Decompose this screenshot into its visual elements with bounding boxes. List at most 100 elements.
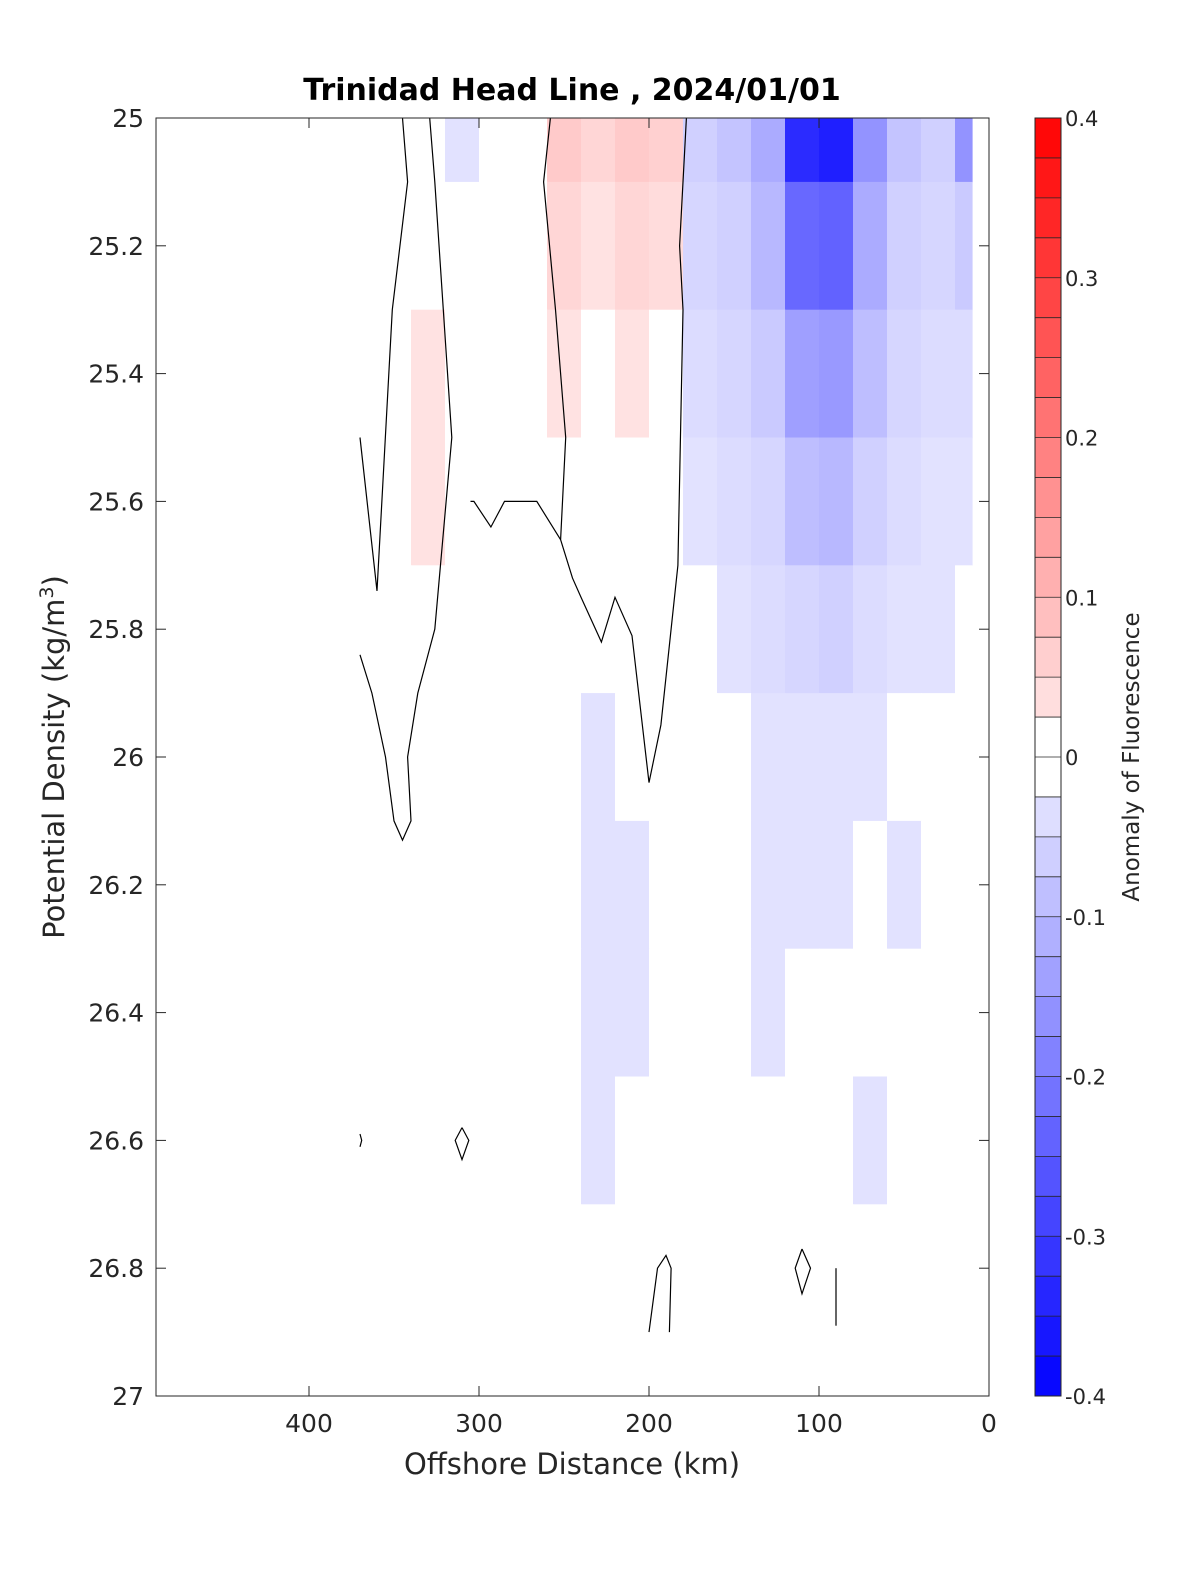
- heatmap-cell: [411, 309, 446, 439]
- heatmap-cell: [955, 309, 973, 439]
- heatmap-cell: [445, 820, 480, 950]
- heatmap-cell: [445, 948, 480, 1078]
- heatmap-cell: [717, 1300, 752, 1365]
- heatmap-cell: [683, 948, 718, 1078]
- heatmap-cell: [717, 565, 752, 694]
- heatmap-cell: [683, 309, 718, 439]
- heatmap-cell: [887, 948, 922, 1078]
- colorbar-swatch: [1035, 197, 1061, 239]
- heatmap-cell: [785, 565, 820, 694]
- colorbar-swatch: [1035, 397, 1061, 438]
- colorbar-swatch: [1035, 517, 1061, 558]
- heatmap-cell: [853, 948, 888, 1078]
- heatmap-cell: [853, 1300, 888, 1365]
- zero-contour-line: [794, 1248, 812, 1296]
- heatmap-cell: [819, 693, 854, 822]
- heatmap-cell: [615, 181, 650, 311]
- colorbar-swatch: [1035, 118, 1061, 159]
- heatmap-cell: [513, 118, 548, 183]
- heatmap-cell: [785, 1076, 820, 1205]
- heatmap-cell: [411, 118, 446, 183]
- heatmap-cell: [581, 1300, 616, 1365]
- heatmap-cell: [819, 1076, 854, 1205]
- x-tick-label: 100: [795, 1409, 843, 1438]
- heatmap-cell: [360, 1204, 378, 1301]
- heatmap-cell: [819, 309, 854, 439]
- heatmap-cell: [887, 565, 922, 694]
- heatmap-cell: [649, 948, 684, 1078]
- colorbar-swatch: [1035, 677, 1061, 718]
- heatmap-cell: [683, 820, 718, 950]
- heatmap-cell: [377, 309, 412, 439]
- zero-contour-line: [648, 1254, 672, 1333]
- heatmap-layer: [360, 118, 973, 1365]
- heatmap-cell: [785, 118, 820, 183]
- heatmap-cell: [360, 181, 378, 311]
- x-axis-ticks: 400 300 200 100 0: [285, 118, 997, 1438]
- colorbar-swatch: [1035, 1196, 1061, 1237]
- heatmap-cell: [513, 1076, 548, 1205]
- heatmap-cell: [853, 309, 888, 439]
- heatmap-cell: [377, 820, 412, 950]
- heatmap-cell: [683, 1300, 718, 1365]
- heatmap-cell: [955, 1076, 973, 1205]
- heatmap-cell: [513, 181, 548, 311]
- heatmap-cell: [615, 437, 650, 566]
- heatmap-cell: [411, 437, 446, 566]
- colorbar-swatch: [1035, 956, 1061, 998]
- heatmap-cell: [445, 693, 480, 822]
- heatmap-cell: [955, 181, 973, 311]
- y-tick-label: 25.6: [88, 487, 144, 516]
- heatmap-cell: [751, 437, 786, 566]
- heatmap-cell: [921, 948, 956, 1078]
- heatmap-cell: [411, 1204, 446, 1301]
- colorbar-swatch: [1035, 557, 1061, 598]
- heatmap-cell: [547, 1076, 582, 1205]
- heatmap-cell: [751, 1076, 786, 1205]
- heatmap-cell: [445, 1076, 480, 1205]
- heatmap-cell: [479, 948, 514, 1078]
- heatmap-cell: [479, 1076, 514, 1205]
- heatmap-cell: [683, 437, 718, 566]
- y-tick-label: 26.4: [88, 999, 144, 1028]
- heatmap-cell: [547, 565, 582, 694]
- heatmap-cell: [955, 118, 973, 183]
- heatmap-cell: [479, 1204, 514, 1301]
- heatmap-cell: [853, 1204, 888, 1301]
- heatmap-cell: [649, 1204, 684, 1301]
- heatmap-cell: [615, 565, 650, 694]
- y-tick-label: 25.8: [88, 615, 144, 644]
- heatmap-cell: [751, 1300, 786, 1365]
- heatmap-cell: [921, 437, 956, 566]
- colorbar-tick-label: -0.3: [1065, 1225, 1106, 1249]
- heatmap-cell: [785, 181, 820, 311]
- heatmap-cell: [921, 309, 956, 439]
- heatmap-cell: [615, 1204, 650, 1301]
- y-tick-label: 26.2: [88, 871, 144, 900]
- heatmap-cell: [887, 181, 922, 311]
- heatmap-cell: [615, 309, 650, 439]
- heatmap-cell: [853, 437, 888, 566]
- y-axis-label-close: ): [37, 575, 71, 586]
- heatmap-cell: [955, 948, 973, 1078]
- heatmap-cell: [751, 118, 786, 183]
- heatmap-cell: [445, 1300, 480, 1365]
- colorbar-tick-label: 0.2: [1065, 427, 1098, 451]
- heatmap-cell: [717, 437, 752, 566]
- colorbar-label: Anomaly of Fluorescence: [1119, 612, 1145, 901]
- heatmap-cell: [887, 1076, 922, 1205]
- heatmap-cell: [785, 948, 820, 1078]
- heatmap-cell: [411, 693, 446, 822]
- colorbar-tick-label: 0.4: [1065, 107, 1098, 131]
- colorbar-swatch: [1035, 157, 1061, 199]
- heatmap-cell: [581, 118, 616, 183]
- colorbar-swatch: [1035, 1276, 1061, 1317]
- colorbar-tick-label: -0.2: [1065, 1066, 1106, 1090]
- heatmap-cell: [819, 437, 854, 566]
- heatmap-cell: [819, 565, 854, 694]
- heatmap-cell: [479, 820, 514, 950]
- heatmap-cell: [377, 437, 412, 566]
- heatmap-cell: [683, 693, 718, 822]
- heatmap-cell: [853, 181, 888, 311]
- heatmap-cell: [547, 820, 582, 950]
